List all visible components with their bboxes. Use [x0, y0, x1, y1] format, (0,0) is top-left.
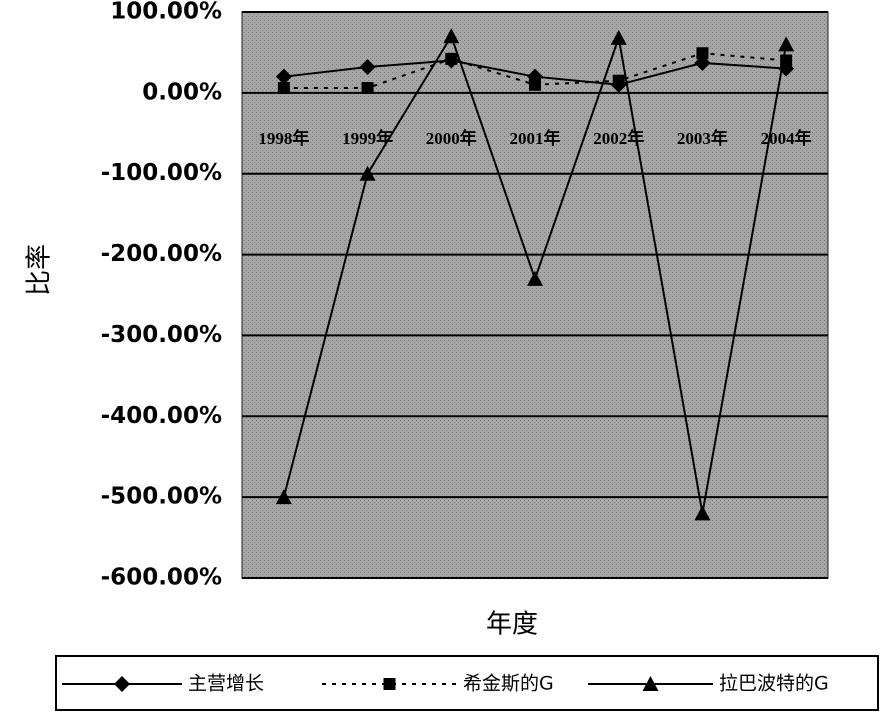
- x-tick-label: 1999年: [342, 128, 393, 148]
- y-tick-label: -600.00%: [101, 565, 222, 591]
- point-marker: [780, 54, 793, 67]
- point-marker: [361, 82, 374, 95]
- point-marker: [359, 165, 376, 181]
- point-marker: [612, 74, 625, 87]
- legend-label: 拉巴波特的G: [719, 673, 829, 695]
- x-tick-label: 1998年: [258, 128, 309, 148]
- point-marker: [778, 36, 795, 52]
- x-tick-label: 2000年: [426, 128, 477, 148]
- point-marker: [527, 270, 543, 286]
- legend-marker: [383, 678, 396, 690]
- x-tick-label: 2002年: [593, 128, 644, 148]
- point-marker: [529, 78, 541, 91]
- point-marker: [275, 489, 292, 505]
- point-marker: [277, 82, 290, 95]
- point-marker: [275, 68, 292, 85]
- y-tick-label: 0.00%: [142, 79, 222, 105]
- legend-marker: [642, 676, 659, 691]
- y-tick-label: -500.00%: [101, 484, 222, 510]
- y-axis-title: 比率: [25, 244, 55, 296]
- y-tick-label: -200.00%: [101, 241, 222, 267]
- point-marker: [610, 29, 627, 45]
- point-marker: [694, 505, 711, 521]
- legend-label: 希金斯的G: [463, 673, 554, 695]
- point-marker: [443, 28, 460, 44]
- y-tick-label: -400.00%: [101, 403, 222, 429]
- x-tick-label: 2003年: [677, 128, 728, 148]
- legend-box: [55, 655, 879, 711]
- y-tick-label: 100.00%: [110, 0, 222, 25]
- point-marker: [445, 52, 458, 65]
- point-marker: [359, 58, 376, 75]
- plot-area: [241, 11, 829, 579]
- legend-label: 主营增长: [188, 673, 264, 695]
- y-tick-label: -300.00%: [101, 322, 222, 348]
- x-tick-label: 2004年: [761, 128, 812, 148]
- point-marker: [696, 47, 709, 60]
- y-tick-label: -100.00%: [101, 160, 222, 186]
- legend-marker: [114, 676, 130, 692]
- x-tick-label: 2001年: [510, 128, 561, 148]
- x-axis-title: 年度: [486, 610, 538, 640]
